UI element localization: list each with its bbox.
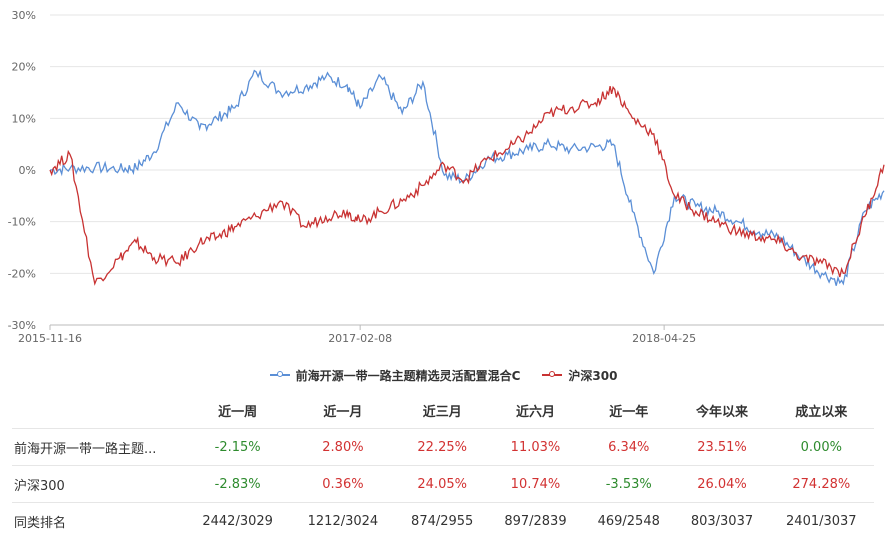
performance-table: 近一周 近一月 近三月 近六月 近一年 今年以来 成立以来 前海开源一带一路主题… [12, 393, 874, 539]
table-cell: 10.74% [489, 466, 582, 503]
table-cell: -3.53% [582, 466, 675, 503]
legend-label-fund: 前海开源一带一路主题精选灵活配置混合C [296, 367, 521, 384]
x-tick-label: 2015-11-16 [18, 332, 82, 345]
table-header: 近一周 [185, 393, 290, 429]
y-tick-label: 30% [12, 9, 36, 22]
y-tick-label: -20% [8, 267, 36, 280]
legend: 前海开源一带一路主题精选灵活配置混合C 沪深300 [0, 364, 887, 386]
table-cell: -2.83% [185, 466, 290, 503]
line-chart: 30% 20% 10% 0% -10% -20% -30%2015-11-16 2017-02… [0, 0, 887, 360]
row-label: 沪深300 [12, 466, 185, 503]
legend-item-fund[interactable]: 前海开源一带一路主题精选灵活配置混合C [270, 367, 521, 384]
table-header: 近一月 [290, 393, 395, 429]
table-header: 近三月 [396, 393, 489, 429]
table-cell: 0.00% [769, 429, 874, 466]
table-cell: 24.05% [396, 466, 489, 503]
table-cell: 2.80% [290, 429, 395, 466]
table-cell: 6.34% [582, 429, 675, 466]
table-header: 近一年 [582, 393, 675, 429]
y-tick-label: 0% [19, 164, 36, 177]
table-cell: 22.25% [396, 429, 489, 466]
legend-swatch-fund-icon [270, 374, 290, 376]
chart-area: 30% 20% 10% 0% -10% -20% -30%2015-11-16 2017-02… [0, 0, 887, 360]
table-cell: 803/3037 [675, 503, 768, 539]
series-line-index [50, 86, 884, 284]
table-header: 成立以来 [769, 393, 874, 429]
table-cell: 0.36% [290, 466, 395, 503]
table-cell: 469/2548 [582, 503, 675, 539]
table-header [12, 393, 185, 429]
y-tick-label: 20% [12, 61, 36, 74]
row-label: 同类排名 [12, 503, 185, 539]
x-tick-label: 2017-02-08 [328, 332, 392, 345]
table-row: 沪深300-2.83%0.36%24.05%10.74%-3.53%26.04%… [12, 466, 874, 503]
table-cell: 274.28% [769, 466, 874, 503]
table-header-row: 近一周 近一月 近三月 近六月 近一年 今年以来 成立以来 [12, 393, 874, 429]
table-cell: 1212/3024 [290, 503, 395, 539]
table-cell: -2.15% [185, 429, 290, 466]
y-tick-label: -30% [8, 319, 36, 332]
table-cell: 874/2955 [396, 503, 489, 539]
table-header: 近六月 [489, 393, 582, 429]
legend-item-index[interactable]: 沪深300 [542, 367, 617, 384]
table-cell: 897/2839 [489, 503, 582, 539]
table-row: 前海开源一带一路主题...-2.15%2.80%22.25%11.03%6.34… [12, 429, 874, 466]
table-cell: 11.03% [489, 429, 582, 466]
y-tick-label: 10% [12, 112, 36, 125]
legend-label-index: 沪深300 [568, 367, 617, 384]
table-header: 今年以来 [675, 393, 768, 429]
row-label: 前海开源一带一路主题... [12, 429, 185, 466]
table-cell: 2401/3037 [769, 503, 874, 539]
x-tick-label: 2018-04-25 [632, 332, 696, 345]
legend-swatch-index-icon [542, 374, 562, 376]
table-cell: 2442/3029 [185, 503, 290, 539]
y-tick-label: -10% [8, 216, 36, 229]
table-cell: 26.04% [675, 466, 768, 503]
table-cell: 23.51% [675, 429, 768, 466]
